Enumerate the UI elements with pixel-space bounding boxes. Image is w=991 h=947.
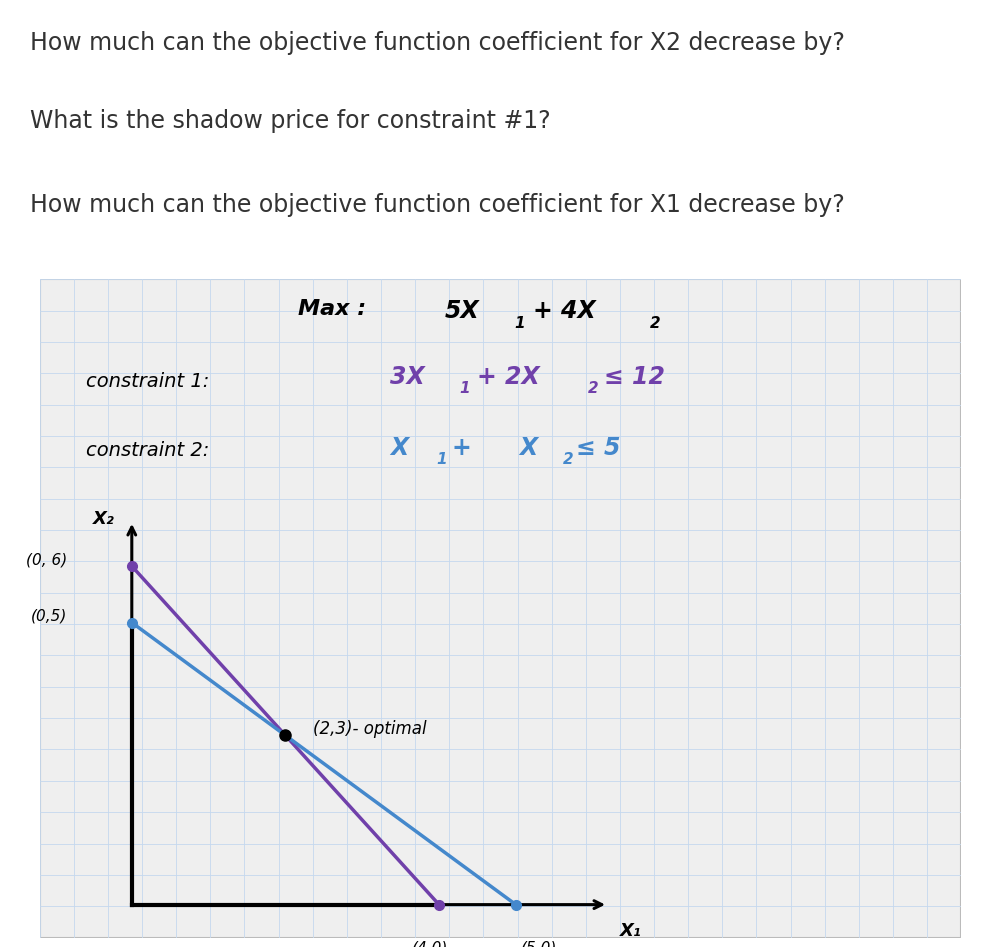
- Text: 1: 1: [514, 315, 525, 331]
- Text: ≤ 5: ≤ 5: [576, 436, 620, 460]
- Text: 2: 2: [588, 382, 599, 397]
- Text: ≤ 12: ≤ 12: [604, 365, 665, 389]
- Text: 2: 2: [563, 452, 574, 467]
- Text: X₁: X₁: [619, 922, 641, 940]
- Text: + 2X: + 2X: [478, 365, 540, 389]
- Text: How much can the objective function coefficient for X1 decrease by?: How much can the objective function coef…: [30, 193, 844, 217]
- Text: (4,0): (4,0): [411, 940, 448, 947]
- Text: constraint 1:: constraint 1:: [86, 371, 209, 390]
- Text: (0,5): (0,5): [31, 609, 67, 623]
- Text: (2,3)- optimal: (2,3)- optimal: [313, 720, 427, 738]
- Text: 2: 2: [650, 315, 660, 331]
- Text: +: +: [452, 436, 472, 460]
- Text: X: X: [389, 436, 408, 460]
- Text: (0, 6): (0, 6): [26, 552, 67, 567]
- Text: X: X: [519, 436, 537, 460]
- Text: Max :: Max :: [297, 299, 366, 319]
- Text: X₂: X₂: [93, 509, 115, 527]
- Text: (5,0): (5,0): [520, 940, 557, 947]
- Text: 5X: 5X: [445, 299, 480, 323]
- Text: How much can the objective function coefficient for X2 decrease by?: How much can the objective function coef…: [30, 31, 844, 56]
- Text: 1: 1: [436, 452, 447, 467]
- Text: 3X: 3X: [389, 365, 424, 389]
- Text: + 4X: + 4X: [533, 299, 596, 323]
- Text: 1: 1: [459, 382, 470, 397]
- Text: What is the shadow price for constraint #1?: What is the shadow price for constraint …: [30, 109, 550, 133]
- FancyBboxPatch shape: [40, 279, 961, 938]
- Text: constraint 2:: constraint 2:: [86, 440, 209, 459]
